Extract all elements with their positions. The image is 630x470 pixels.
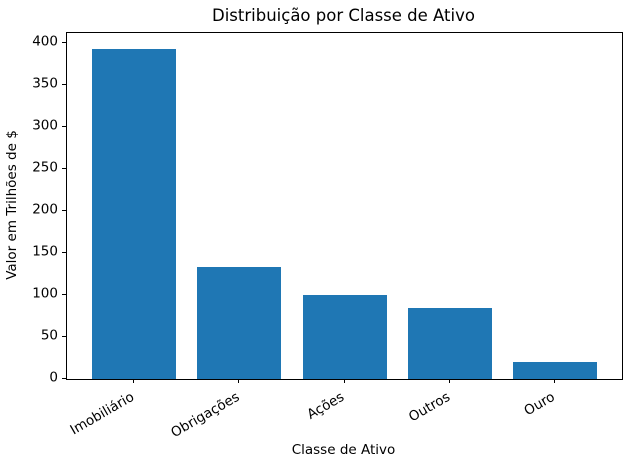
xtick-mark-imobiliario (133, 379, 135, 383)
bar-outros (407, 307, 492, 379)
ytick-label-350: 350 (32, 75, 58, 92)
ytick-label-0: 0 (49, 369, 58, 386)
ytick-mark-350 (62, 84, 66, 86)
xtick-mark-ouro (553, 379, 555, 383)
ytick-label-250: 250 (32, 159, 58, 176)
ytick-label-150: 150 (32, 243, 58, 260)
ytick-label-300: 300 (32, 117, 58, 134)
ytick-label-50: 50 (40, 327, 58, 344)
xtick-label-acoes: Ações (304, 389, 348, 423)
xtick-mark-acoes (343, 379, 345, 383)
ytick-label-400: 400 (32, 33, 58, 50)
ytick-mark-250 (62, 168, 66, 169)
xtick-label-outros: Outros (405, 389, 453, 426)
ytick-label-200: 200 (32, 201, 58, 218)
xtick-mark-obrigacoes (238, 379, 240, 383)
xtick-label-imobiliario: Imobiliário (67, 389, 138, 439)
ytick-mark-300 (62, 126, 66, 128)
x-axis-label: Classe de Ativo (291, 442, 396, 458)
ytick-mark-150 (62, 252, 66, 253)
ytick-mark-100 (62, 294, 66, 295)
chart-title: Distribuição por Classe de Ativo (212, 6, 475, 25)
xtick-mark-outros (448, 379, 450, 383)
ytick-label-100: 100 (32, 285, 58, 302)
ytick-mark-0 (62, 378, 66, 379)
ytick-mark-200 (62, 210, 66, 211)
bar-obrigacoes (197, 267, 282, 379)
bar-ouro (512, 362, 597, 379)
xtick-label-ouro: Ouro (521, 389, 558, 420)
ytick-mark-400 (62, 42, 66, 44)
xtick-label-obrigacoes: Obrigações (168, 389, 243, 442)
plot-area (66, 32, 623, 380)
bar-acoes (302, 295, 387, 379)
ytick-mark-50 (62, 336, 66, 337)
bar-imobiliario (92, 49, 177, 379)
